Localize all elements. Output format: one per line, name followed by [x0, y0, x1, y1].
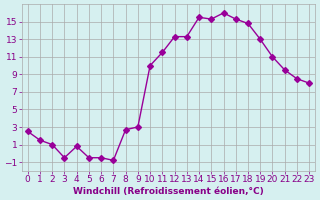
X-axis label: Windchill (Refroidissement éolien,°C): Windchill (Refroidissement éolien,°C): [73, 187, 264, 196]
